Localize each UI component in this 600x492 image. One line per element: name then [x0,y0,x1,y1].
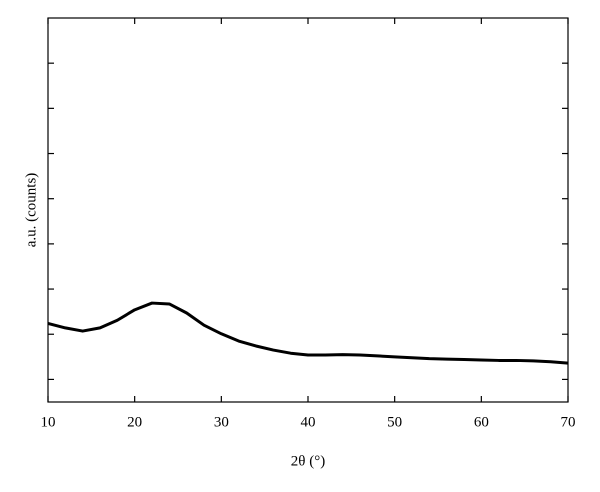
y-axis-title: a.u. (counts) [23,173,39,248]
x-tick-label: 10 [41,414,56,430]
x-tick-label: 60 [474,414,489,430]
x-tick-label: 70 [561,414,576,430]
x-tick-label: 20 [127,414,142,430]
x-tick-label: 30 [214,414,229,430]
plot-frame [47,17,569,403]
data-line [47,301,569,365]
x-axis-title: 2θ (°) [291,453,325,469]
x-tick-label: 50 [387,414,402,430]
x-tick-label: 40 [301,414,316,430]
